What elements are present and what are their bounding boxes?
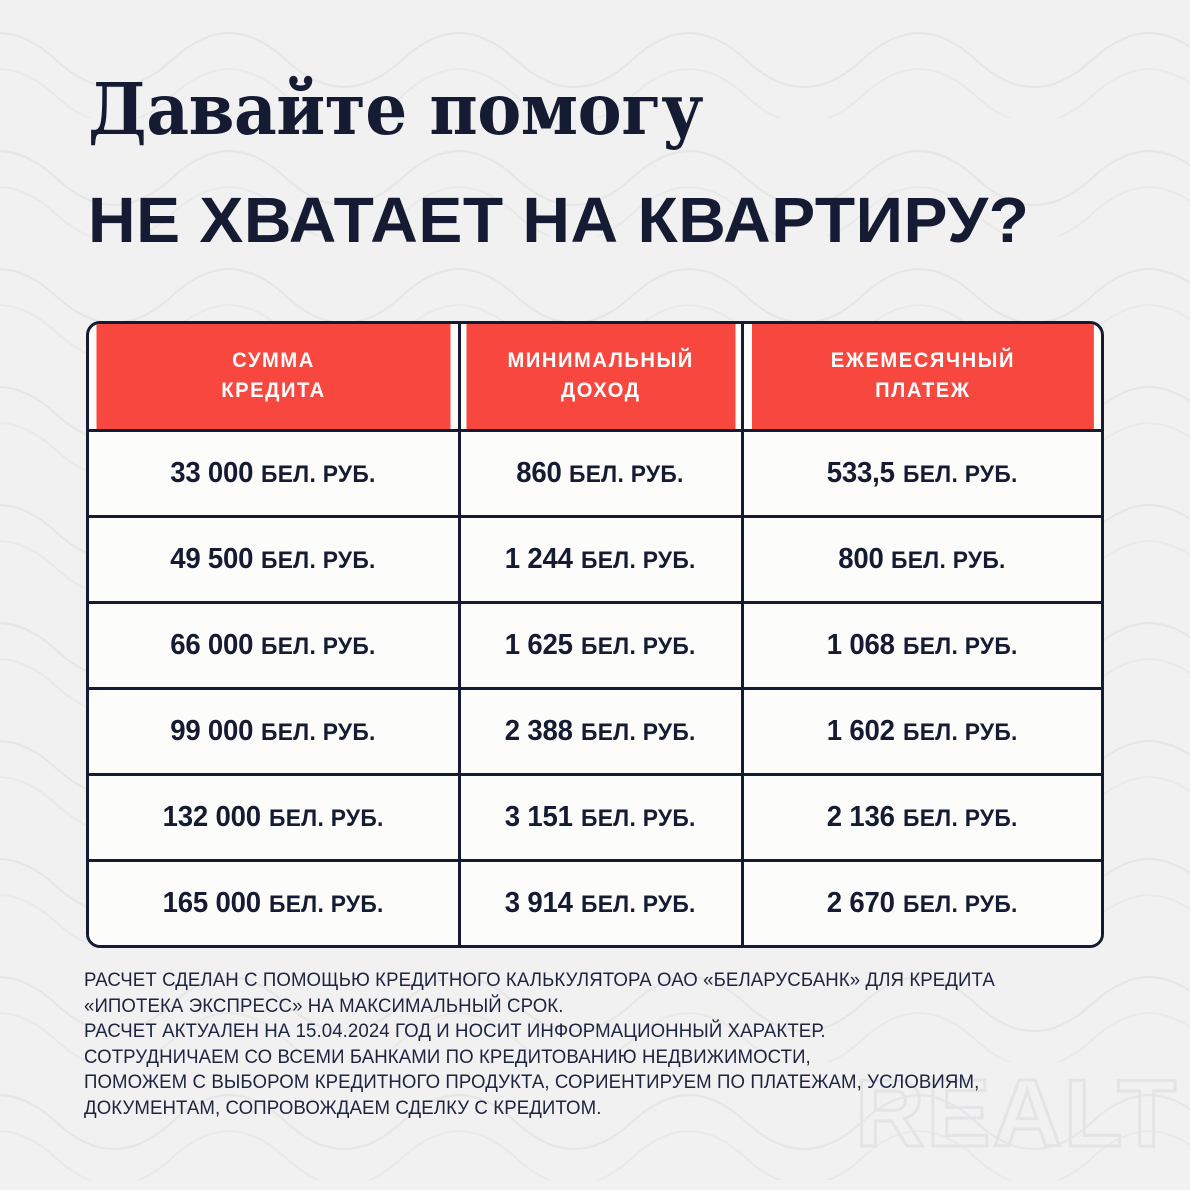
disclaimer-line-2: «ИПОТЕКА ЭКСПРЕСС» НА МАКСИМАЛЬНЫЙ СРОК. bbox=[84, 994, 564, 1017]
cell-minimum-income: 860 БЕЛ. РУБ. bbox=[459, 430, 745, 518]
value-minimum-income: 3 151 bbox=[505, 800, 574, 833]
cell-monthly-payment: 2 670 БЕЛ. РУБ. bbox=[742, 860, 1101, 945]
table-row: 165 000 БЕЛ. РУБ. 3 914 БЕЛ. РУБ. 2 670 БЕЛ… bbox=[89, 860, 1101, 945]
column-header-monthly-payment: ЕЖЕМЕСЯЧНЫЙ ПЛАТЕЖ bbox=[749, 324, 1094, 432]
credit-table: СУММА КРЕДИТА МИНИМАЛЬНЫЙ ДОХОД ЕЖЕМЕСЯЧ… bbox=[89, 324, 1101, 945]
currency-label: БЕЛ. РУБ. bbox=[902, 804, 1018, 832]
value-minimum-income: 2 388 bbox=[505, 714, 574, 747]
currency-label: БЕЛ. РУБ. bbox=[261, 460, 377, 488]
disclaimer-note: РАСЧЕТ СДЕЛАН С ПОМОЩЬЮ КРЕДИТНОГО КАЛЬК… bbox=[84, 968, 1077, 1121]
value-loan-amount: 33 000 bbox=[170, 456, 254, 489]
value-monthly-payment: 2 136 bbox=[826, 800, 895, 833]
value-loan-amount: 165 000 bbox=[162, 886, 261, 919]
cell-loan-amount: 132 000 БЕЛ. РУБ. bbox=[89, 774, 461, 862]
currency-label: БЕЛ. РУБ. bbox=[261, 546, 377, 574]
currency-label: БЕЛ. РУБ. bbox=[261, 718, 377, 746]
table-header-row: СУММА КРЕДИТА МИНИМАЛЬНЫЙ ДОХОД ЕЖЕМЕСЯЧ… bbox=[89, 324, 1101, 432]
cell-loan-amount: 66 000 БЕЛ. РУБ. bbox=[89, 602, 461, 690]
column-header-loan-amount-line1: СУММА bbox=[232, 349, 315, 372]
disclaimer-line-3: РАСЧЕТ АКТУАЛЕН НА 15.04.2024 ГОД И НОСИ… bbox=[84, 1020, 826, 1042]
value-loan-amount: 132 000 bbox=[162, 800, 261, 833]
table-row: 33 000 БЕЛ. РУБ. 860 БЕЛ. РУБ. 533,5 БЕЛ. Р… bbox=[89, 430, 1101, 518]
column-header-loan-amount-line2: КРЕДИТА bbox=[221, 378, 326, 402]
value-monthly-payment: 1 068 bbox=[826, 628, 895, 661]
currency-label: БЕЛ. РУБ. bbox=[581, 632, 696, 660]
table-row: 99 000 БЕЛ. РУБ. 2 388 БЕЛ. РУБ. 1 602 БЕЛ.… bbox=[89, 688, 1101, 776]
value-monthly-payment: 2 670 bbox=[826, 886, 895, 919]
currency-label: БЕЛ. РУБ. bbox=[890, 546, 1006, 574]
column-header-monthly-payment-line1: ЕЖЕМЕСЯЧНЫЙ bbox=[830, 349, 1015, 372]
currency-label: БЕЛ. РУБ. bbox=[269, 890, 384, 918]
table-row: 66 000 БЕЛ. РУБ. 1 625 БЕЛ. РУБ. 1 068 БЕЛ.… bbox=[89, 602, 1101, 690]
column-header-loan-amount: СУММА КРЕДИТА bbox=[96, 324, 454, 432]
disclaimer-line-4: СОТРУДНИЧАЕМ СО ВСЕМИ БАНКАМИ ПО КРЕДИТО… bbox=[84, 1045, 811, 1068]
value-minimum-income: 3 914 bbox=[505, 886, 574, 919]
page-title-serif: Давайте помогу bbox=[88, 67, 704, 151]
value-monthly-payment: 1 602 bbox=[826, 714, 895, 747]
value-loan-amount: 49 500 bbox=[170, 542, 254, 575]
cell-loan-amount: 49 500 БЕЛ. РУБ. bbox=[89, 516, 461, 604]
cell-loan-amount: 165 000 БЕЛ. РУБ. bbox=[89, 860, 461, 945]
cell-monthly-payment: 1 602 БЕЛ. РУБ. bbox=[742, 688, 1101, 776]
currency-label: БЕЛ. РУБ. bbox=[902, 718, 1018, 746]
value-monthly-payment: 800 bbox=[838, 542, 884, 575]
currency-label: БЕЛ. РУБ. bbox=[902, 632, 1018, 660]
table-header: СУММА КРЕДИТА МИНИМАЛЬНЫЙ ДОХОД ЕЖЕМЕСЯЧ… bbox=[89, 324, 1101, 432]
cell-minimum-income: 2 388 БЕЛ. РУБ. bbox=[459, 688, 745, 776]
currency-label: БЕЛ. РУБ. bbox=[269, 804, 384, 832]
currency-label: БЕЛ. РУБ. bbox=[581, 804, 696, 832]
value-monthly-payment: 533,5 bbox=[826, 456, 895, 489]
currency-label: БЕЛ. РУБ. bbox=[902, 460, 1018, 488]
cell-monthly-payment: 533,5 БЕЛ. РУБ. bbox=[742, 430, 1101, 518]
currency-label: БЕЛ. РУБ. bbox=[569, 460, 684, 488]
table-row: 49 500 БЕЛ. РУБ. 1 244 БЕЛ. РУБ. 800 БЕЛ. Р… bbox=[89, 516, 1101, 604]
value-loan-amount: 99 000 bbox=[170, 714, 254, 747]
cell-minimum-income: 3 151 БЕЛ. РУБ. bbox=[459, 774, 745, 862]
column-header-minimum-income-line1: МИНИМАЛЬНЫЙ bbox=[507, 349, 695, 372]
value-minimum-income: 1 244 bbox=[505, 542, 574, 575]
currency-label: БЕЛ. РУБ. bbox=[902, 890, 1018, 918]
currency-label: БЕЛ. РУБ. bbox=[581, 546, 696, 574]
value-minimum-income: 1 625 bbox=[505, 628, 574, 661]
disclaimer-line-6: ДОКУМЕНТАМ, СОПРОВОЖДАЕМ СДЕЛКУ С КРЕДИТ… bbox=[84, 1096, 602, 1119]
cell-minimum-income: 1 244 БЕЛ. РУБ. bbox=[459, 516, 745, 604]
cell-minimum-income: 1 625 БЕЛ. РУБ. bbox=[459, 602, 745, 690]
cell-minimum-income: 3 914 БЕЛ. РУБ. bbox=[459, 860, 745, 945]
disclaimer-line-5: ПОМОЖЕМ С ВЫБОРОМ КРЕДИТНОГО ПРОДУКТА, С… bbox=[84, 1071, 980, 1093]
cell-loan-amount: 33 000 БЕЛ. РУБ. bbox=[89, 430, 461, 518]
value-minimum-income: 860 bbox=[516, 456, 563, 489]
credit-table-container: СУММА КРЕДИТА МИНИМАЛЬНЫЙ ДОХОД ЕЖЕМЕСЯЧ… bbox=[86, 321, 1104, 948]
column-header-minimum-income-line2: ДОХОД bbox=[561, 378, 641, 402]
currency-label: БЕЛ. РУБ. bbox=[581, 718, 696, 746]
column-header-minimum-income: МИНИМАЛЬНЫЙ ДОХОД bbox=[465, 324, 739, 432]
table-body: 33 000 БЕЛ. РУБ. 860 БЕЛ. РУБ. 533,5 БЕЛ. Р… bbox=[89, 430, 1101, 945]
column-header-monthly-payment-line2: ПЛАТЕЖ bbox=[874, 378, 971, 402]
currency-label: БЕЛ. РУБ. bbox=[581, 890, 696, 918]
cell-monthly-payment: 2 136 БЕЛ. РУБ. bbox=[742, 774, 1101, 862]
table-row: 132 000 БЕЛ. РУБ. 3 151 БЕЛ. РУБ. 2 136 БЕЛ… bbox=[89, 774, 1101, 862]
disclaimer-line-1: РАСЧЕТ СДЕЛАН С ПОМОЩЬЮ КРЕДИТНОГО КАЛЬК… bbox=[84, 969, 995, 991]
value-loan-amount: 66 000 bbox=[170, 628, 254, 661]
cell-loan-amount: 99 000 БЕЛ. РУБ. bbox=[89, 688, 461, 776]
page-title-headline: НЕ ХВАТАЕТ НА КВАРТИРУ? bbox=[88, 184, 1030, 256]
currency-label: БЕЛ. РУБ. bbox=[261, 632, 377, 660]
cell-monthly-payment: 800 БЕЛ. РУБ. bbox=[742, 516, 1101, 604]
cell-monthly-payment: 1 068 БЕЛ. РУБ. bbox=[742, 602, 1101, 690]
